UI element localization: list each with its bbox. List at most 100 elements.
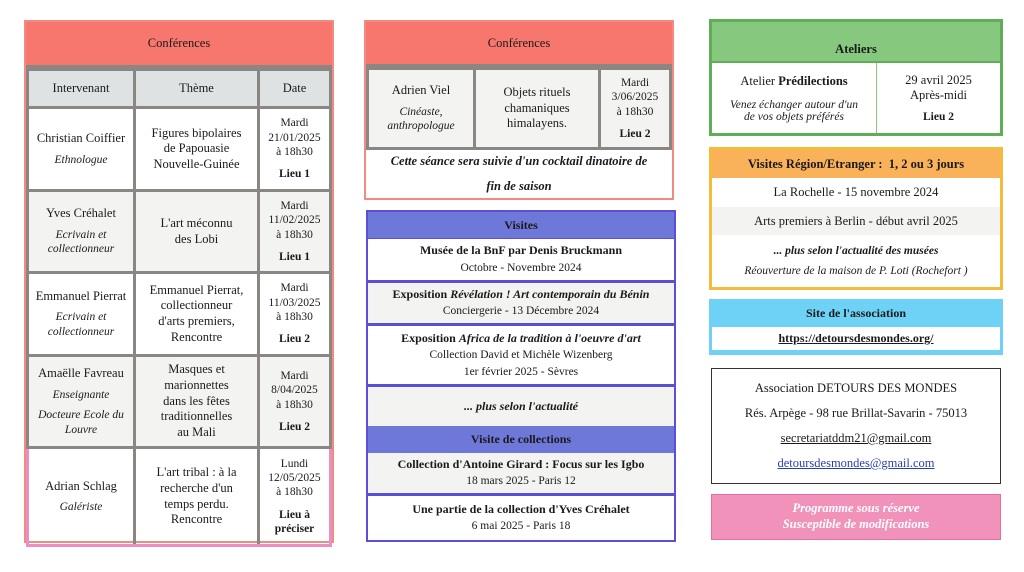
date-time: à 18h30	[616, 105, 654, 118]
date-cell: Mardi 8/04/2025 à 18h30 Lieu 2	[257, 354, 332, 449]
contact-name: Association DETOURS DES MONDES	[754, 381, 958, 395]
date-line: 21/01/2025	[268, 131, 321, 144]
notice-box: Programme sous réserve Susceptible de mo…	[711, 494, 1001, 540]
date-line: Mardi	[280, 199, 309, 212]
conferences-grid: Intervenant Thème Date Christian Coiffie…	[26, 68, 332, 547]
visite-date: Octobre - Novembre 2024	[460, 261, 582, 274]
theme-line: collectionneur	[160, 298, 233, 313]
contact-email-secretariat[interactable]: secretariatddm21@gmail.com	[780, 431, 932, 445]
header-date: Date	[257, 68, 332, 109]
date-value: 3/06/2025	[611, 91, 659, 104]
lieu: Lieu 1	[279, 168, 310, 181]
contact-address: Rés. Arpège - 98 rue Brillat-Savarin - 7…	[744, 406, 968, 420]
collection-item: Collection d'Antoine Girard : Focus sur …	[368, 453, 674, 496]
speaker-role: Ecrivain et collectionneur	[47, 311, 115, 338]
speaker-role: Ecrivain et collectionneur	[47, 228, 115, 256]
collection-title: Une partie de la collection d'Yves Créha…	[412, 501, 630, 516]
theme-line: marionnettes	[164, 378, 229, 393]
conference-row: Emmanuel Pierrat Ecrivain et collectionne…	[26, 271, 332, 357]
conference-row: Amaëlle Favreau Enseignante Docteure Ecole…	[26, 354, 332, 449]
speaker-role: Galériste	[59, 501, 103, 514]
date-line: à 18h30	[276, 311, 313, 323]
date-line: à 18h30	[276, 228, 313, 241]
notice-line-1: Programme sous réserve	[792, 501, 920, 516]
visites-more: ... plus selon l'actualité	[368, 387, 674, 426]
date-line: à 18h30	[276, 146, 313, 158]
speaker-cell: Amaëlle Favreau Enseignante Docteure Ecole…	[26, 354, 136, 449]
cocktail-note: Cette séance sera suivie d'un cocktail d…	[390, 154, 648, 193]
visite-date: Conciergerie - 13 Décembre 2024	[442, 305, 600, 318]
date-cell: Mardi 21/01/2025 à 18h30 Lieu 1	[257, 106, 332, 192]
theme-line: d'arts premiers,	[158, 314, 235, 328]
visites-title: Visites	[368, 212, 674, 239]
site-box: Site de l'association https://detoursdes…	[709, 299, 1003, 355]
theme-line: de Papouasie	[163, 141, 230, 156]
date-cell: Mardi 11/03/2025 à 18h30 Lieu 2	[257, 271, 332, 357]
speaker-role: Cinéaste, anthropologue	[387, 105, 455, 133]
collection-date: 18 mars 2025 - Paris 12	[466, 475, 576, 488]
theme-line: L'art méconnu	[160, 215, 233, 230]
visite-prefix: Exposition	[401, 330, 459, 345]
conference-row: Christian Coiffier Ethnologue Figures bipo…	[26, 106, 332, 192]
speaker-cell: Yves Créhalet Ecrivain et collectionneur	[26, 189, 136, 274]
date-lieu: Lieu 2	[619, 127, 651, 140]
atelier-name: Prédilections	[778, 73, 848, 88]
visite-item: Exposition Révélation ! Art contemporain…	[368, 283, 674, 326]
date-cell: Mardi 11/02/2025 à 18h30 Lieu 1	[257, 189, 332, 274]
visite-item: Exposition Africa de la tradition à l'oe…	[368, 326, 674, 387]
collection-title: Collection d'Antoine Girard : Focus sur …	[397, 456, 645, 471]
collection-date: 6 mai 2025 - Paris 18	[471, 520, 571, 533]
conference-juin: Conférences Adrien Viel Cinéaste, anthrop…	[364, 20, 674, 200]
conference-juin-title: Conférences	[366, 22, 672, 67]
date-line: 12/05/2025	[268, 471, 321, 484]
date-line: Lundi	[280, 457, 309, 470]
theme-cell: Objets rituels chamaniques himalayens.	[473, 67, 601, 150]
speaker-name: Yves Créhalet	[46, 206, 116, 221]
theme-line: des Lobi	[174, 231, 219, 246]
atelier-date: 29 avril 2025	[905, 73, 972, 87]
date-line: Mardi	[280, 369, 309, 382]
date-line: à 18h30	[276, 486, 313, 499]
site-link[interactable]: https://detoursdesmondes.org/	[712, 327, 1000, 350]
conferences-title: Conférences	[26, 22, 332, 68]
theme-line: Rencontre	[170, 512, 223, 527]
speaker-name: Adrien Viel	[391, 83, 451, 98]
speaker-name: Christian Coiffier	[36, 131, 126, 145]
contact-email-main[interactable]: detoursdesmondes@gmail.com	[777, 456, 935, 470]
theme-line: Nouvelle-Guinée	[153, 156, 240, 171]
theme-line: L'art tribal : à la	[156, 465, 237, 480]
region-extra: Réouverture de la maison de P. Loti (Roc…	[744, 265, 968, 277]
header-intervenant: Intervenant	[26, 68, 136, 109]
speaker-role: Enseignante	[52, 388, 110, 401]
region-item: Arts premiers à Berlin - début avril 202…	[712, 207, 1000, 235]
speaker-cell: Adrien Viel Cinéaste, anthropologue	[366, 67, 476, 150]
date-line: à 18h30	[276, 398, 313, 411]
theme-line: traditionnelles	[160, 409, 233, 424]
speaker-cell: Christian Coiffier Ethnologue	[26, 106, 136, 192]
visite-item: Musée de la BnF par Denis Bruckmann Octob…	[368, 239, 674, 283]
speaker-name: Amaëlle Favreau	[38, 366, 124, 381]
visite-date: 1er février 2025 - Sèvres	[463, 365, 579, 378]
contact-box: Association DETOURS DES MONDES Rés. Arpè…	[711, 368, 1001, 484]
theme-cell: Figures bipolaires de Papouasie Nouvelle-G…	[133, 106, 260, 192]
lieu: Lieu 1	[279, 250, 310, 263]
ateliers-title: Ateliers	[712, 22, 1000, 63]
region-box: Visites Région/Etranger : 1, 2 ou 3 jour…	[709, 147, 1003, 290]
visite-line: Collection David et Michèle Wizenberg	[429, 349, 613, 362]
visites-box: Visites Musée de la BnF par Denis Bruckm…	[366, 210, 676, 542]
visite-title: Musée de la BnF par Denis Bruckmann	[419, 243, 623, 258]
visite-prefix: Exposition	[392, 286, 451, 301]
atelier-desc-cell: Atelier Prédilections Venez échanger aut…	[712, 63, 877, 133]
atelier-date-cell: 29 avril 2025 Après-midi Lieu 2	[877, 63, 1000, 133]
theme-line: Masques et	[168, 362, 225, 377]
notice-line-2: Susceptible de modifications	[782, 517, 930, 531]
conference-row: Adrian Schlag Galériste L'art tribal : à l…	[26, 446, 332, 547]
lieu: Lieu 2	[279, 420, 310, 433]
theme-line: Rencontre	[170, 329, 223, 344]
visite-title: Africa de la tradition à l'oeuvre d'art	[458, 330, 641, 345]
lieu: Lieu 2	[279, 333, 310, 346]
header-theme: Thème	[133, 68, 260, 109]
date-cell: Mardi 3/06/2025 à 18h30 Lieu 2	[598, 67, 672, 150]
collection-item: Une partie de la collection d'Yves Créha…	[368, 496, 674, 540]
region-more-cell: ... plus selon l'actualité des musées Ré…	[712, 235, 1000, 287]
